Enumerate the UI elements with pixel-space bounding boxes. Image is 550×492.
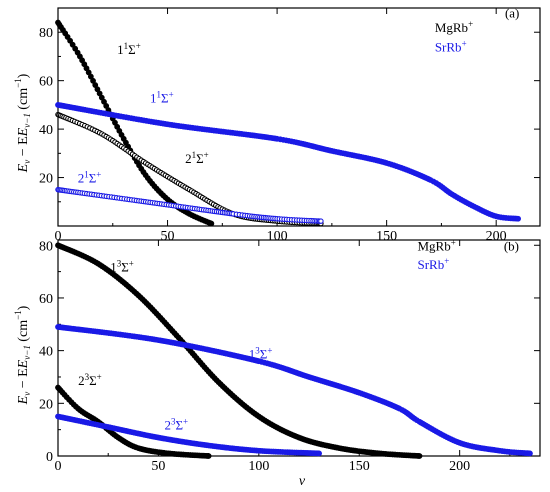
plot-frame-b [57, 239, 541, 457]
data-point [527, 450, 533, 457]
panel-a: 0 50 100 150 2002040608011Σ+21Σ+11Σ+21Σ+MgRb… [39, 6, 541, 244]
data-point [208, 220, 215, 227]
data-point [416, 453, 423, 459]
series-a-sr-2 [55, 186, 324, 224]
series-a-sr-1 [55, 101, 521, 222]
y-tick-label: 20 [39, 397, 53, 412]
legend-entry: MgRb+ [435, 19, 473, 35]
curve-label-b-sr-1: 13Σ+ [249, 346, 273, 362]
data-point [205, 453, 212, 459]
curve-label-a-mg-2: 21Σ+ [185, 150, 209, 166]
panel-label-b: (b) [504, 239, 519, 254]
x-tick-label: 0 [55, 229, 62, 244]
curve-label-b-mg-1: 13Σ+ [110, 259, 134, 275]
x-tick-label: 0 [55, 459, 62, 474]
y-tick-label: 80 [39, 26, 53, 41]
curve-label-a-mg-1: 11Σ+ [117, 41, 141, 57]
series-b-mg-2 [55, 384, 212, 459]
x-tick-label: 200 [449, 459, 470, 474]
series-b-sr-1 [55, 324, 533, 457]
x-axis-label: v [299, 474, 306, 489]
y-axis-label-b: Ev − EEv−1 (cm−1) [13, 305, 32, 405]
series-b-sr-2 [55, 413, 322, 457]
x-tick-label: 50 [161, 229, 175, 244]
curve-label-b-mg-2: 23Σ+ [78, 372, 102, 388]
y-tick-label: 80 [39, 239, 53, 254]
y-tick-label: 20 [39, 172, 53, 187]
y-tick-label: 60 [39, 292, 53, 307]
legend-entry: SrRb+ [435, 39, 467, 55]
x-tick-label: 150 [349, 459, 370, 474]
y-tick-label: 0 [46, 450, 53, 465]
y-tick-label: 60 [39, 75, 53, 90]
x-tick-label: 50 [151, 459, 165, 474]
y-tick-label: 40 [39, 123, 53, 138]
panel-b: 0 50 100 150 200 0 20 40 60 80 13Σ+ 23Σ+ 13Σ+ 23Σ+ MgR… [39, 238, 541, 474]
x-tick-label: 100 [248, 459, 269, 474]
y-axis-label-a: Ev − EEv−1 (cm−1) [13, 73, 32, 173]
data-point [316, 450, 322, 457]
y-tick-label: 40 [39, 345, 53, 360]
data-point [515, 215, 521, 222]
legend-entry: SrRb+ [417, 256, 449, 272]
x-tick-label: 100 [267, 229, 288, 244]
x-tick-label: 150 [376, 229, 397, 244]
panel-label-a: (a) [505, 6, 519, 21]
curve-label-a-sr-2: 21Σ+ [78, 169, 102, 185]
data-point [318, 218, 324, 224]
legend-entry: MgRb+ [417, 238, 455, 254]
curve-label-a-sr-1: 11Σ+ [150, 89, 174, 105]
curve-label-b-sr-2: 23Σ+ [164, 417, 188, 433]
